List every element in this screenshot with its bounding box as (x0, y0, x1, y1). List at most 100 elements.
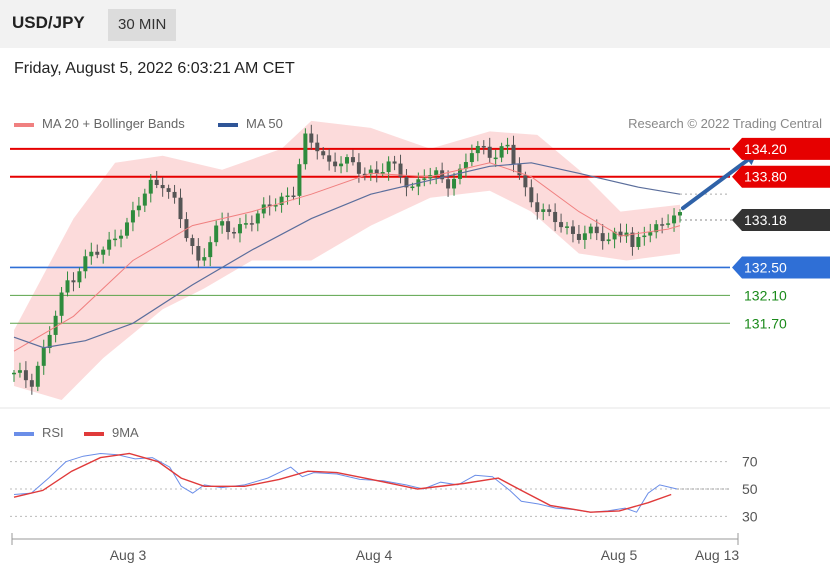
candle-body (190, 238, 195, 247)
rsi-tick-50: 50 (742, 481, 758, 497)
candle-body (160, 185, 165, 189)
x-axis-label-0: Aug 3 (110, 547, 147, 563)
rsi-line (13, 452, 678, 513)
candle-body (95, 251, 100, 255)
candle-body (65, 280, 70, 293)
candle-body (475, 145, 480, 154)
candle-body (303, 133, 308, 165)
ma20-swatch (14, 122, 34, 127)
candle-body (642, 235, 647, 238)
candle-body (517, 164, 522, 176)
candle-body (654, 224, 659, 233)
candle-body (523, 175, 528, 188)
candle-body (624, 232, 629, 237)
candle-body (565, 226, 570, 228)
chart-header: USD/JPY 30 MIN (0, 0, 830, 48)
candle-body (350, 157, 355, 163)
candle-body (136, 205, 141, 211)
candle-body (576, 233, 581, 240)
candle-body (113, 238, 118, 241)
rsi-tick-30: 30 (742, 508, 758, 524)
legend-9ma: 9MA (84, 425, 139, 440)
candle-body (291, 195, 296, 198)
candle-body (273, 205, 278, 207)
level-tag-132-50 (732, 256, 830, 279)
candle-body (529, 187, 534, 203)
candle-body (374, 169, 379, 174)
candle-body (463, 162, 468, 169)
candle-body (154, 179, 159, 186)
candle-body (321, 151, 326, 156)
candle-body (243, 223, 248, 225)
candle-body (434, 170, 439, 176)
candle-body (214, 225, 219, 243)
candle-body (356, 162, 361, 174)
candle-body (279, 196, 284, 206)
candle-body (29, 380, 34, 387)
candle-body (678, 212, 682, 216)
candle-body (392, 161, 397, 164)
candle-body (505, 144, 510, 147)
candle-body (315, 142, 320, 152)
level-tag-133-18 (732, 209, 830, 231)
candle-body (71, 280, 76, 283)
candle-body (285, 195, 290, 198)
x-axis-label-2: Aug 5 (601, 547, 638, 563)
candle-body (618, 231, 623, 237)
forecast-arrow (680, 155, 754, 211)
candle-body (23, 370, 28, 381)
candle-body (446, 179, 451, 189)
candle-body (368, 169, 373, 175)
candle-body (535, 202, 540, 212)
candle-body (499, 146, 504, 158)
level-value-131-70: 131.70 (744, 315, 787, 331)
candle-body (606, 239, 611, 242)
candle-body (600, 233, 605, 242)
candle-body (142, 193, 147, 206)
candle-body (237, 224, 242, 234)
ma50-label: MA 50 (246, 116, 283, 131)
rsi-9ma-line (13, 452, 672, 513)
candle-body (89, 251, 94, 257)
candle-body (35, 365, 40, 387)
level-value-132-50: 132.50 (744, 259, 787, 275)
candle-body (362, 173, 367, 176)
candle-body (41, 347, 46, 366)
candle-body (594, 226, 599, 234)
candle-body (648, 232, 653, 236)
level-value-133-18: 133.18 (744, 212, 787, 228)
candle-body (553, 211, 558, 223)
candle-body (267, 204, 272, 207)
candle-body (327, 155, 332, 162)
rsi-tick-70: 70 (742, 454, 758, 470)
candle-body (547, 209, 552, 212)
candle-body (208, 242, 213, 258)
candle-body (440, 170, 445, 180)
ma20-line (13, 162, 681, 352)
legend-ma20: MA 20 + Bollinger Bands (14, 116, 185, 131)
candle-body (469, 153, 474, 163)
legend-ma50: MA 50 (218, 116, 283, 131)
candle-body (422, 178, 427, 180)
candle-body (345, 157, 349, 164)
level-value-134-20: 134.20 (744, 141, 787, 157)
candle-body (493, 157, 498, 160)
candle-body (636, 237, 641, 247)
candle-body (59, 292, 64, 316)
candle-body (53, 315, 58, 335)
x-axis-label-1: Aug 4 (356, 547, 393, 563)
candle-body (410, 186, 415, 189)
candle-body (481, 145, 486, 148)
level-tag-134-20 (732, 137, 830, 160)
candle-body (570, 226, 575, 234)
candle-body (196, 246, 201, 261)
timeframe-button[interactable]: 30 MIN (108, 9, 177, 41)
candle-body (487, 146, 492, 158)
candle-body (559, 222, 564, 228)
candle-body (660, 224, 665, 226)
candle-body (309, 133, 314, 143)
candle-body (541, 209, 546, 212)
candle-body (119, 235, 124, 239)
candle-body (452, 178, 457, 189)
